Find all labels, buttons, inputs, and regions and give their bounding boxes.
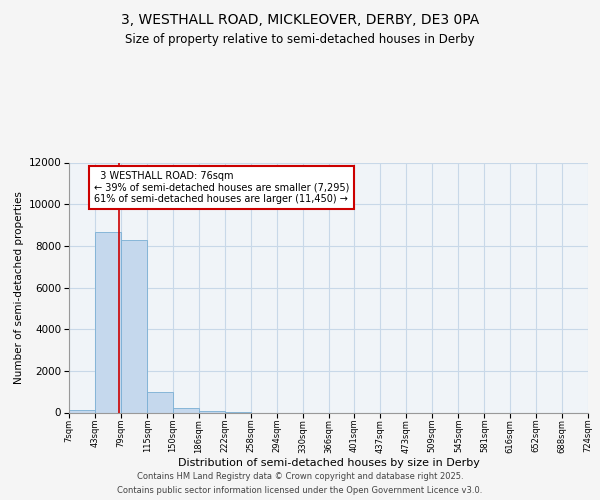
Text: Size of property relative to semi-detached houses in Derby: Size of property relative to semi-detach… <box>125 32 475 46</box>
Bar <box>95 232 121 412</box>
Bar <box>173 408 199 412</box>
Text: 3 WESTHALL ROAD: 76sqm
← 39% of semi-detached houses are smaller (7,295)
61% of : 3 WESTHALL ROAD: 76sqm ← 39% of semi-det… <box>94 171 349 204</box>
Y-axis label: Number of semi-detached properties: Number of semi-detached properties <box>14 191 25 384</box>
Text: Contains HM Land Registry data © Crown copyright and database right 2025.: Contains HM Land Registry data © Crown c… <box>137 472 463 481</box>
X-axis label: Distribution of semi-detached houses by size in Derby: Distribution of semi-detached houses by … <box>178 458 479 468</box>
Bar <box>69 410 95 412</box>
Bar <box>147 392 173 412</box>
Text: Contains public sector information licensed under the Open Government Licence v3: Contains public sector information licen… <box>118 486 482 495</box>
Bar <box>121 240 147 412</box>
Text: 3, WESTHALL ROAD, MICKLEOVER, DERBY, DE3 0PA: 3, WESTHALL ROAD, MICKLEOVER, DERBY, DE3… <box>121 12 479 26</box>
